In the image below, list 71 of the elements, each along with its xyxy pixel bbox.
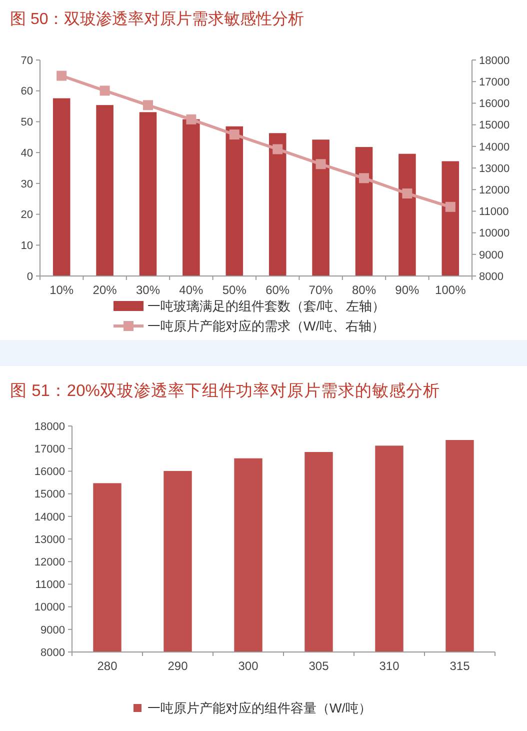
bar: [226, 126, 244, 276]
legend-label: 一吨原片产能对应的组件容量（W/吨）: [148, 700, 372, 716]
x-tick-label: 310: [379, 659, 400, 673]
point: [186, 114, 196, 124]
x-tick-label: 80%: [352, 283, 376, 297]
y-tick-label: 18000: [34, 420, 65, 433]
point: [272, 144, 283, 154]
point: [143, 100, 153, 110]
point: [402, 188, 412, 198]
point: [316, 159, 326, 170]
x-tick-label: 300: [238, 659, 259, 673]
x-tick-label: 290: [168, 659, 188, 673]
y-tick-label: 70: [20, 54, 33, 67]
x-tick-label: 40%: [179, 283, 204, 297]
point: [100, 86, 110, 96]
x-tick-label: 60%: [266, 283, 290, 297]
y2-tick-label: 13000: [479, 162, 510, 175]
bar: [442, 161, 460, 276]
y2-tick-label: 15000: [479, 120, 510, 132]
y-tick-label: 9000: [40, 624, 65, 636]
bar: [96, 105, 114, 276]
x-tick-label: 50%: [222, 283, 247, 297]
legend-label: 一吨玻璃满足的组件套数（套/吨、左轴）: [148, 298, 386, 314]
y-tick-label: 50: [20, 116, 33, 129]
bar: [268, 133, 286, 276]
y-tick-label: 10000: [34, 602, 65, 614]
y2-tick-label: 14000: [479, 141, 510, 154]
y-tick-label: 40: [20, 147, 33, 160]
y2-tick-label: 18000: [479, 54, 510, 67]
y2-tick-label: 16000: [479, 98, 510, 110]
chart-title: 图 50：双玻渗透率对原片需求敏感性分析: [10, 10, 304, 28]
bar: [139, 112, 157, 276]
chart-title: 图 51：20%双玻渗透率下组件功率对原片需求的敏感分析: [10, 381, 440, 400]
y-tick-label: 11000: [35, 579, 65, 592]
legend-label: 一吨原片产能对应的需求（W/吨、右轴）: [148, 318, 384, 334]
x-tick-label: 315: [450, 659, 470, 673]
y-tick-label: 17000: [34, 443, 65, 456]
y-tick-label: 13000: [34, 534, 65, 546]
y2-tick-label: 10000: [479, 228, 510, 240]
bar: [312, 140, 330, 276]
y2-tick-label: 17000: [479, 76, 510, 88]
y-tick-label: 10: [20, 240, 33, 252]
y-tick-label: 12000: [34, 556, 65, 568]
bar: [182, 119, 200, 276]
bar: [52, 98, 70, 276]
y-tick-label: 16000: [34, 466, 65, 478]
bar: [355, 147, 373, 276]
x-tick-label: 30%: [136, 283, 160, 297]
x-tick-label: 10%: [50, 283, 74, 297]
point: [359, 173, 369, 184]
y-tick-label: 8000: [40, 646, 65, 659]
point: [229, 130, 240, 140]
y2-tick-label: 11000: [479, 206, 509, 218]
point: [445, 202, 456, 212]
x-tick-label: 70%: [308, 283, 334, 297]
point: [56, 70, 67, 81]
y-tick-label: 0: [26, 270, 33, 283]
y-tick-label: 20: [20, 209, 33, 222]
bar: [398, 154, 416, 276]
x-tick-label: 280: [97, 659, 118, 673]
y-tick-label: 15000: [34, 488, 65, 501]
y-tick-label: 30: [20, 178, 33, 190]
x-tick-label: 90%: [395, 283, 420, 297]
y2-tick-label: 9000: [479, 249, 504, 262]
x-tick-label: 100%: [435, 283, 466, 297]
x-tick-label: 305: [308, 659, 330, 673]
y-tick-label: 14000: [34, 511, 65, 524]
x-tick-label: 20%: [92, 283, 118, 297]
y2-tick-label: 12000: [479, 184, 510, 196]
y2-tick-label: 8000: [479, 270, 504, 283]
y-tick-label: 60: [20, 86, 33, 98]
